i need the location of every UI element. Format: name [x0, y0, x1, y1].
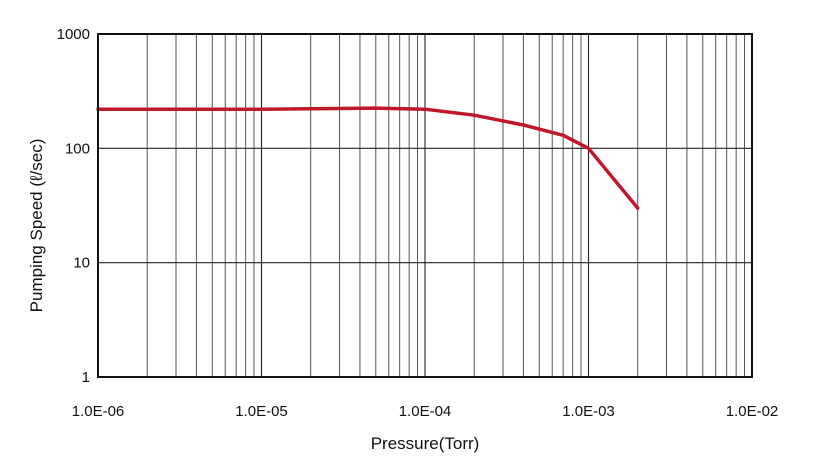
x-tick-label: 1.0E-03 [562, 403, 615, 420]
pumping-speed-line [96, 106, 640, 210]
y-tick-label: 10 [73, 255, 90, 272]
x-tick-label: 1.0E-06 [72, 403, 125, 420]
x-tick-label: 1.0E-05 [235, 403, 288, 420]
x-tick-label: 1.0E-04 [399, 403, 452, 420]
grid [97, 33, 752, 378]
y-tick-label: 100 [65, 140, 90, 157]
x-tick-label: 1.0E-02 [726, 403, 779, 420]
y-tick-label: 1 [82, 369, 90, 386]
y-axis-title: Pumping Speed (ℓ/sec) [27, 139, 46, 313]
tick-labels: 1.0E-06 1.0E-05 1.0E-04 1.0E-03 1.0E-02 1 10 10… [57, 26, 779, 420]
series-layer [96, 106, 640, 210]
plot-frame [97, 33, 753, 378]
x-axis-title: Pressure(Torr) [371, 434, 480, 453]
y-tick-label: 1000 [57, 26, 90, 43]
